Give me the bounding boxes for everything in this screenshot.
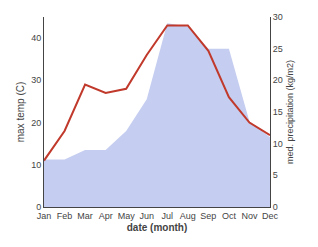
svg-text:date (month): date (month)	[127, 222, 188, 233]
svg-text:10: 10	[31, 160, 41, 170]
svg-text:15: 15	[273, 107, 283, 117]
svg-text:May: May	[118, 211, 136, 221]
svg-text:40: 40	[31, 33, 41, 43]
svg-text:30: 30	[273, 12, 283, 22]
svg-text:0: 0	[273, 202, 278, 212]
svg-text:Nov: Nov	[241, 211, 258, 221]
svg-text:20: 20	[273, 75, 283, 85]
svg-text:Mar: Mar	[77, 211, 93, 221]
svg-text:20: 20	[31, 118, 41, 128]
svg-text:25: 25	[273, 44, 283, 54]
svg-text:Apr: Apr	[99, 211, 113, 221]
svg-text:med. precipitation (kg/m2): med. precipitation (kg/m2)	[285, 60, 295, 164]
svg-text:Feb: Feb	[57, 211, 73, 221]
svg-text:0: 0	[36, 202, 41, 212]
svg-text:5: 5	[273, 170, 278, 180]
svg-text:Aug: Aug	[180, 211, 196, 221]
svg-text:Dec: Dec	[262, 211, 279, 221]
svg-text:Oct: Oct	[222, 211, 237, 221]
svg-text:10: 10	[273, 139, 283, 149]
svg-text:Jan: Jan	[37, 211, 52, 221]
svg-text:max temp (C): max temp (C)	[15, 82, 26, 143]
svg-text:Sep: Sep	[200, 211, 216, 221]
svg-text:30: 30	[31, 75, 41, 85]
svg-text:Jun: Jun	[139, 211, 154, 221]
svg-text:Jul: Jul	[162, 211, 174, 221]
